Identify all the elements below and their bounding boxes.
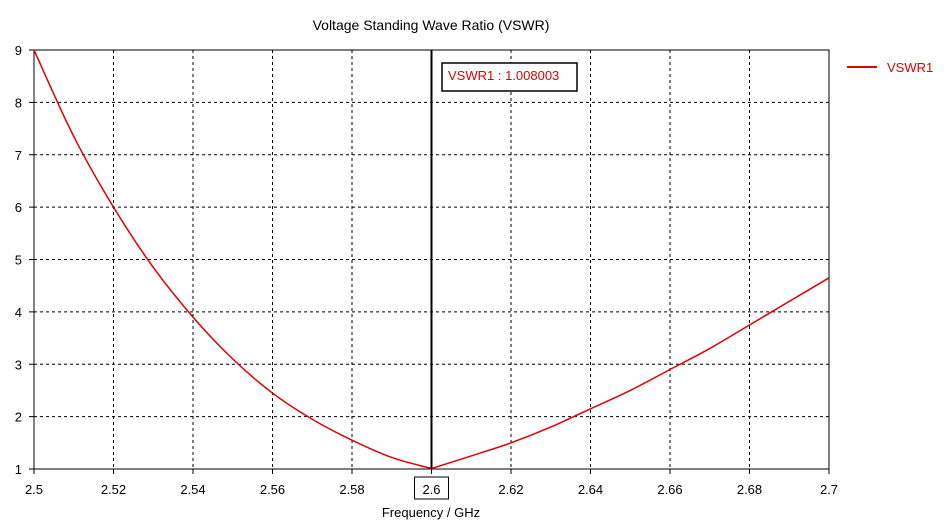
y-tick-label: 4 xyxy=(15,305,22,320)
x-tick-label: 2.7 xyxy=(820,482,838,497)
y-tick-label: 1 xyxy=(15,462,22,477)
marker-label-box xyxy=(441,62,578,92)
legend-label: VSWR1 xyxy=(887,60,933,75)
y-tick-label: 9 xyxy=(15,43,22,58)
x-tick-label: 2.54 xyxy=(180,482,205,497)
y-tick-label: 2 xyxy=(15,410,22,425)
x-tick-label: 2.5 xyxy=(25,482,43,497)
x-axis-label: Frequency / GHz xyxy=(382,505,480,520)
x-tick-label: 2.64 xyxy=(578,482,603,497)
x-tick-label: 2.52 xyxy=(101,482,126,497)
marker-x-label-box xyxy=(414,476,449,500)
legend[interactable]: VSWR1 xyxy=(847,60,933,75)
series-group xyxy=(33,49,830,470)
x-tick-label: 2.66 xyxy=(657,482,682,497)
marker-label: VSWR1 : 1.008003 xyxy=(448,68,559,83)
x-axis-ticks: 2.5 2.52 2.54 2.56 2.58 2.6 2.62 2.64 2.66 2.68 2.… xyxy=(25,469,838,497)
x-tick-label: 2.58 xyxy=(339,482,364,497)
x-tick-label: 2.68 xyxy=(737,482,762,497)
y-tick-label: 8 xyxy=(15,95,22,110)
series-line-vswr1 xyxy=(33,49,830,470)
chart-title: Voltage Standing Wave Ratio (VSWR) xyxy=(313,17,550,33)
x-tick-label: 2.56 xyxy=(260,482,285,497)
y-tick-label: 5 xyxy=(15,253,22,268)
y-tick-label: 6 xyxy=(15,200,22,215)
y-axis-ticks: 1 2 3 4 5 6 7 8 9 xyxy=(15,43,34,477)
y-tick-label: 3 xyxy=(15,357,22,372)
y-tick-label: 7 xyxy=(15,148,22,163)
x-tick-label: 2.6 xyxy=(422,482,440,497)
x-tick-label: 2.62 xyxy=(498,482,523,497)
